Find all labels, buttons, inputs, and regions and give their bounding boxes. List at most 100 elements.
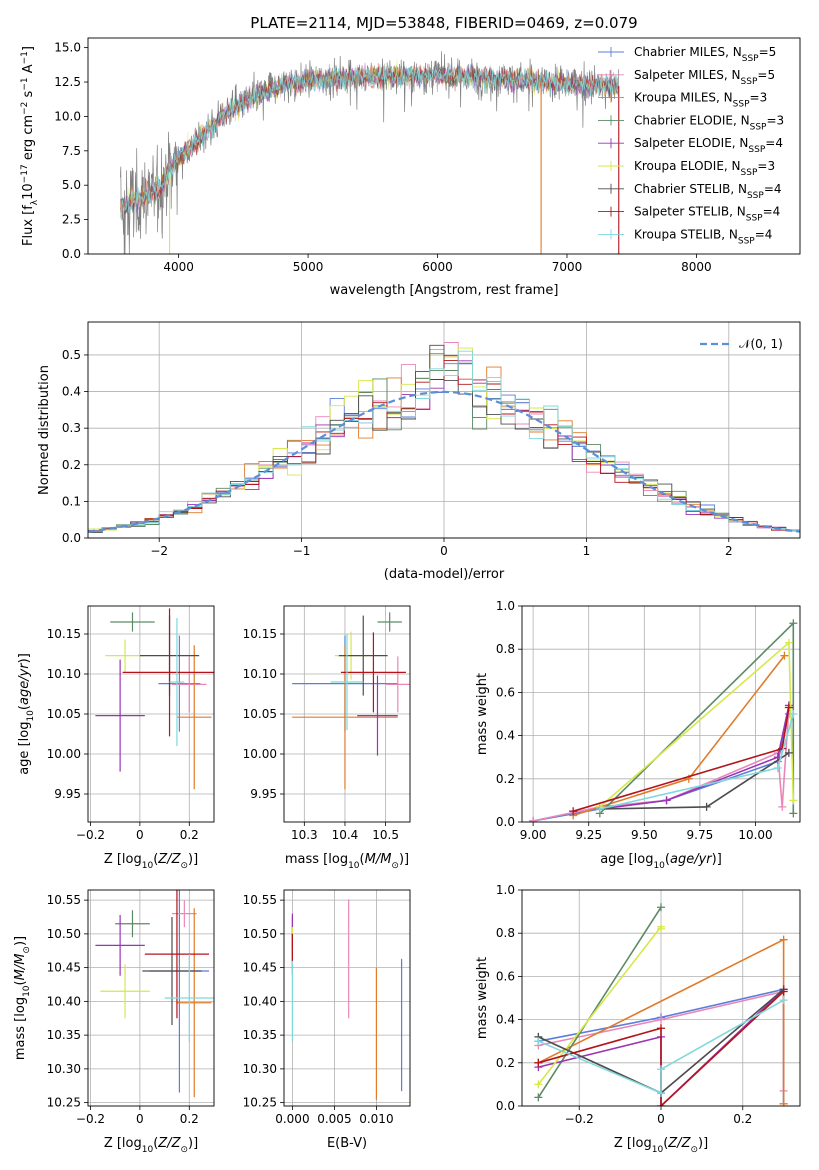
x-axis-label: Z [log10(Z/Z⊙)] xyxy=(614,1136,708,1155)
chart-mass-weight-vs-Z: −0.2 0 0.2 0.0 0.2 0.4 0.6 0.8 1.0 mass weight Z [… xyxy=(475,883,801,1155)
series-marker xyxy=(529,816,538,822)
y-tick-label: 9.95 xyxy=(250,787,277,801)
series-marker xyxy=(784,748,793,757)
y-tick-label: 10.0 xyxy=(54,109,81,123)
x-tick-label: −1 xyxy=(293,544,311,558)
errorbar-point xyxy=(110,612,155,632)
series-path xyxy=(599,640,795,808)
y-tick-label: 0.5 xyxy=(62,348,81,362)
axes: −0.2 0 0.2 9.95 10.00 10.05 10.10 10.15 xyxy=(47,605,215,842)
series-marker xyxy=(657,1015,665,1024)
x-tick-label: −0.2 xyxy=(565,1112,594,1126)
x-tick-label: −0.2 xyxy=(76,828,105,842)
series-marker xyxy=(657,1065,665,1074)
x-tick-label: 0 xyxy=(657,1112,665,1126)
series-marker xyxy=(534,1037,543,1046)
y-tick-label: 10.25 xyxy=(47,1096,81,1110)
chart-age-vs-mass: 10.3 10.4 10.5 9.95 10.00 10.05 10.10 10.15 mass… xyxy=(243,605,411,871)
y-tick-label: 0.4 xyxy=(62,385,81,399)
errorbar-point xyxy=(144,890,210,1019)
plot-area xyxy=(95,608,214,790)
legend-label: Kroupa ELODIE, NSSP=3 xyxy=(634,159,775,178)
x-tick-label: 9.50 xyxy=(631,828,658,842)
y-tick-label: 10.35 xyxy=(47,1028,81,1042)
y-tick-label: 10.10 xyxy=(243,667,277,681)
model-fit-line xyxy=(120,63,619,216)
x-tick-label: 0.2 xyxy=(180,828,199,842)
x-tick-label: 8000 xyxy=(681,260,712,274)
x-tick-label: 10.00 xyxy=(738,828,772,842)
y-axis-label: mass [log10(M/M⊙)] xyxy=(13,936,32,1060)
errorbar-point xyxy=(95,659,145,772)
y-axis-label: Flux [fλ10−17 erg cm−2 s−1 A−1] xyxy=(20,46,40,246)
errorbar-point xyxy=(330,634,364,730)
x-tick-label: 0.000 xyxy=(275,1112,309,1126)
grid xyxy=(522,605,800,823)
series-marker xyxy=(657,924,665,933)
y-tick-label: 15.0 xyxy=(54,41,81,55)
y-tick-label: 1.0 xyxy=(496,599,515,613)
axes: 9.00 9.25 9.50 9.75 10.00 0.0 0.2 0.4 0.6 0.8 1.0 xyxy=(496,599,801,842)
series-line xyxy=(529,703,793,822)
y-tick-label: 10.30 xyxy=(243,1062,277,1076)
errorbar-point xyxy=(357,675,398,756)
series-marker xyxy=(702,802,711,811)
series-path xyxy=(538,999,784,1095)
errorbar-point xyxy=(340,632,406,713)
chart-residuals: −2 −1 0 1 2 0.0 0.1 0.2 0.3 0.4 0.5 (data-model)/er… xyxy=(37,321,801,582)
series-marker xyxy=(778,802,787,811)
series-marker xyxy=(534,1093,543,1102)
errorbar-point xyxy=(100,964,150,1019)
series-marker xyxy=(657,1024,665,1033)
chart-mass-weight-vs-age: 9.00 9.25 9.50 9.75 10.00 0.0 0.2 0.4 0.6 0.8 1.0 m… xyxy=(475,599,801,871)
axes-frame xyxy=(87,37,801,255)
legend-label: Chabrier MILES, NSSP=5 xyxy=(634,45,776,64)
errorbar-point xyxy=(176,645,212,790)
y-tick-label: 0.8 xyxy=(496,926,515,940)
y-axis-label: mass weight xyxy=(475,673,490,755)
series-marker xyxy=(789,710,798,718)
series-marker xyxy=(534,1080,543,1089)
y-tick-label: 10.40 xyxy=(47,994,81,1008)
y-tick-label: 10.45 xyxy=(47,961,81,975)
axes-frame xyxy=(521,605,801,823)
x-tick-label: 1 xyxy=(583,544,591,558)
y-tick-label: 0.6 xyxy=(496,969,515,983)
x-tick-label: 0 xyxy=(136,828,144,842)
series-marker xyxy=(779,935,788,944)
y-tick-label: 10.50 xyxy=(243,927,277,941)
errorbar-point xyxy=(158,635,201,732)
axes: 0.000 0.005 0.010 10.25 10.30 10.35 10.40 10.45… xyxy=(243,889,411,1126)
legend: 𝒩(0, 1) xyxy=(700,337,783,351)
y-tick-label: 1.0 xyxy=(496,883,515,897)
y-tick-label: 10.05 xyxy=(243,707,277,721)
series-path xyxy=(599,621,795,814)
legend-label: 𝒩(0, 1) xyxy=(739,337,783,351)
errorbar-point xyxy=(95,914,145,976)
y-tick-label: 0.4 xyxy=(496,729,515,743)
series-line xyxy=(595,638,798,811)
series-marker xyxy=(534,1058,543,1067)
legend: Chabrier MILES, NSSP=5 Salpeter MILES, NS… xyxy=(598,45,784,246)
chart-mass-vs-Z: −0.2 0 0.2 10.25 10.30 10.35 10.40 10.45 10.50 10… xyxy=(13,889,215,1155)
series-line xyxy=(534,903,665,1102)
grid xyxy=(88,606,214,822)
x-tick-label: 9.00 xyxy=(520,828,547,842)
series-marker xyxy=(657,1102,665,1106)
errorbar-point xyxy=(377,612,402,632)
y-tick-label: 10.05 xyxy=(47,707,81,721)
grid xyxy=(284,890,410,1106)
plot-area xyxy=(88,342,800,533)
errorbar-point xyxy=(385,656,410,713)
errorbar-point xyxy=(142,917,202,1025)
legend-label: Kroupa MILES, NSSP=3 xyxy=(634,91,767,110)
x-tick-label: 10.3 xyxy=(291,828,318,842)
y-tick-label: 0.4 xyxy=(496,1013,515,1027)
errorbar-point xyxy=(176,908,212,1098)
y-axis-label: mass weight xyxy=(475,957,490,1039)
x-tick-label: −2 xyxy=(150,544,168,558)
y-tick-label: 10.15 xyxy=(47,627,81,641)
y-tick-label: 10.45 xyxy=(243,961,277,975)
plot-area xyxy=(95,890,214,1098)
